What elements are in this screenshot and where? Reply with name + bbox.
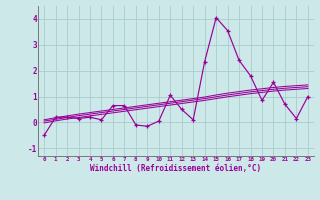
- X-axis label: Windchill (Refroidissement éolien,°C): Windchill (Refroidissement éolien,°C): [91, 164, 261, 173]
